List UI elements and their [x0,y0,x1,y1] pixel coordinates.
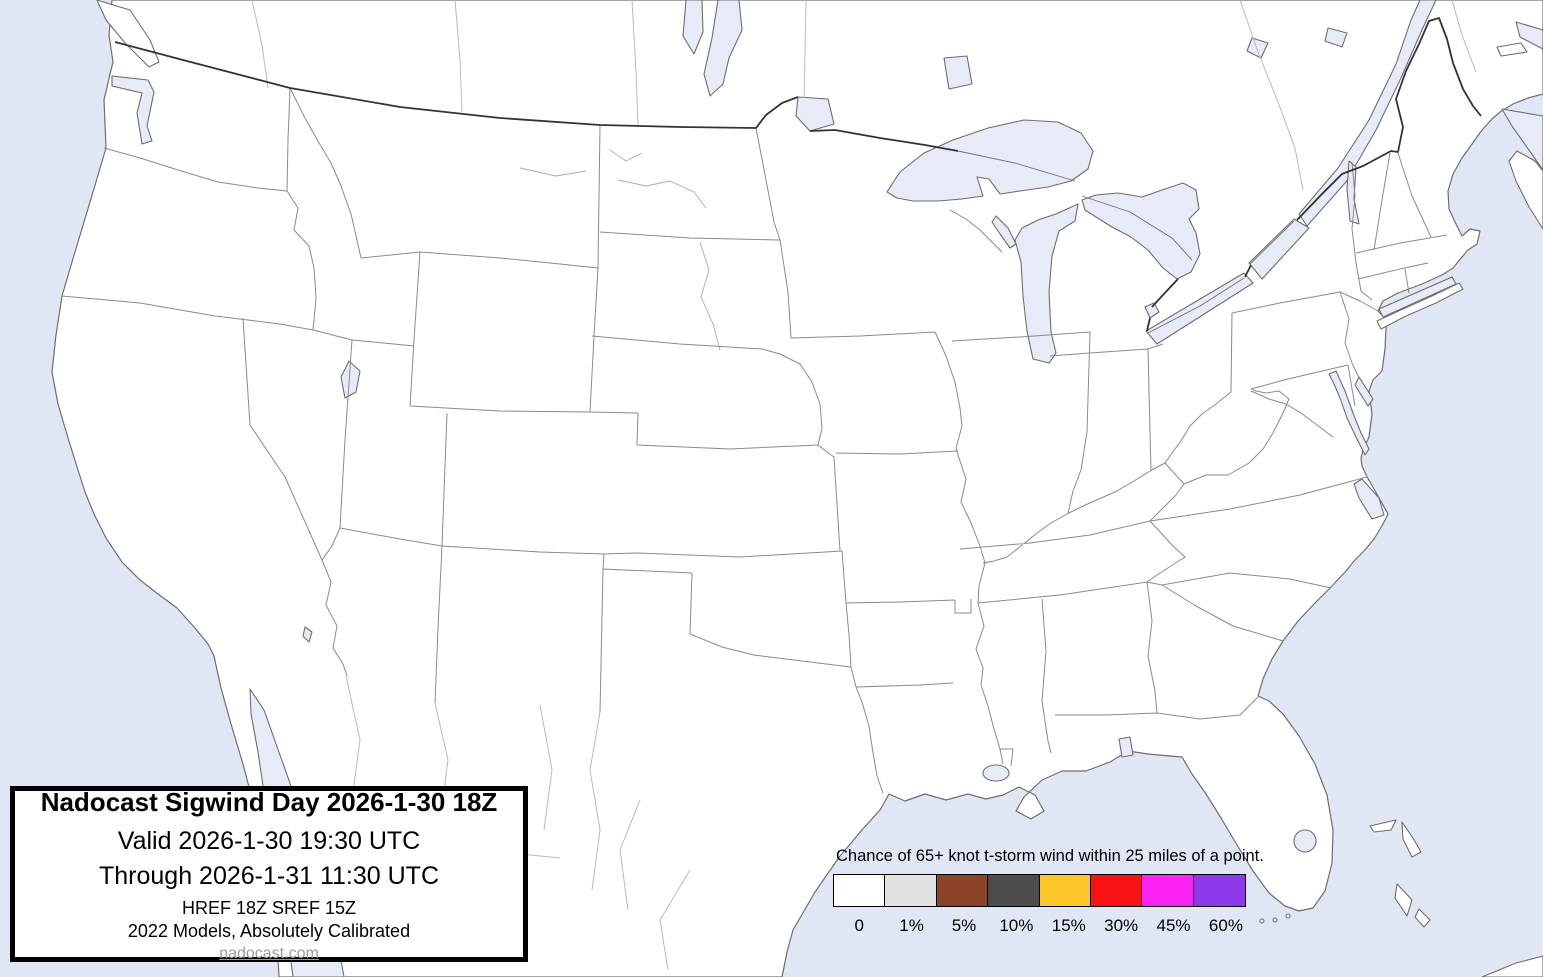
bahamas-island [1401,821,1422,858]
legend-label: 60% [1208,916,1243,935]
valid-time: Valid 2026-1-30 19:30 UTC [117,827,421,855]
st-lawrence-river [1298,0,1437,227]
lake-pontchartrain [982,764,1010,782]
salton-sea [302,626,313,643]
legend-label: 30% [1104,916,1139,935]
chesapeake-bay [1328,370,1370,456]
legend-swatch-10 [987,874,1041,907]
cuba-coast [1481,955,1543,977]
lake-huron [1081,182,1201,280]
calibration-note: 2022 Models, Absolutely Calibrated [127,921,411,941]
legend-swatches [833,874,1246,907]
bahamas-island [1394,883,1413,917]
quebec-lake [1324,27,1348,48]
delaware-bay [1354,376,1374,407]
legend-swatch-60 [1192,874,1246,907]
nadocast-link[interactable]: nadocast.com [219,945,319,962]
puget-sound [111,75,155,145]
islands [96,0,1543,977]
lake-manitoba [682,0,704,55]
lake-champlain [1346,160,1360,225]
legend-labels: 0 1% 5% 10% 15% 30% 45% 60% [833,916,1252,936]
state-borders [61,87,1448,794]
title-box: Nadocast Sigwind Day 2026-1-30 18Z Valid… [10,786,528,962]
bay-of-fundy [1501,108,1543,171]
legend-swatch-0 [833,874,886,907]
legend-swatch-5 [935,874,989,907]
forecast-title: Nadocast Sigwind Day 2026-1-30 18Z [40,787,498,817]
lake-winnipeg [703,0,743,97]
legend-swatch-45 [1141,874,1195,907]
legend-label: 15% [1051,916,1086,935]
through-time: Through 2026-1-31 11:30 UTC [98,862,439,890]
long-island [1376,282,1464,330]
lake-erie [1145,272,1254,345]
lake-st-clair [1144,302,1160,319]
long-island-sound [1378,276,1457,318]
legend-label: 1% [899,916,924,935]
lake-nipigon [943,55,973,90]
legend-swatch-15 [1038,874,1092,907]
site-link-row: nadocast.com [15,943,523,963]
border-through-lakes [957,150,1295,334]
model-runs: HREF 18Z SREF 15Z [181,898,357,918]
florida-keys [1259,918,1265,924]
quebec-lake [1246,37,1269,59]
bahamas-island [1369,819,1397,833]
chaleur-bay [1515,21,1543,50]
florida-keys [1285,913,1291,919]
legend-title: Chance of 65+ knot t-storm wind within 2… [836,847,1264,865]
prince-edward-island [1496,42,1528,57]
great-salt-lake [340,360,361,399]
lakes [111,0,1543,977]
lake-ontario [1248,218,1310,280]
lake-of-the-woods [795,96,835,132]
legend-label: 45% [1156,916,1191,935]
legend-swatch-30 [1090,874,1144,907]
nova-scotia [1508,150,1543,230]
mobile-bay [1118,736,1134,758]
international-border [114,17,1482,332]
legend-label: 5% [951,916,977,935]
rivers [519,149,721,351]
legend-label: 10% [999,916,1034,935]
pamlico-sound [1353,478,1385,520]
legend-swatch-1 [884,874,938,907]
lake-superior [886,119,1094,202]
green-bay [991,215,1017,249]
legend-label: 0 [854,916,864,935]
lake-michigan [1014,203,1079,364]
florida-keys [1272,917,1278,923]
lake-okeechobee [1293,829,1317,853]
bahamas-island [1414,908,1431,928]
